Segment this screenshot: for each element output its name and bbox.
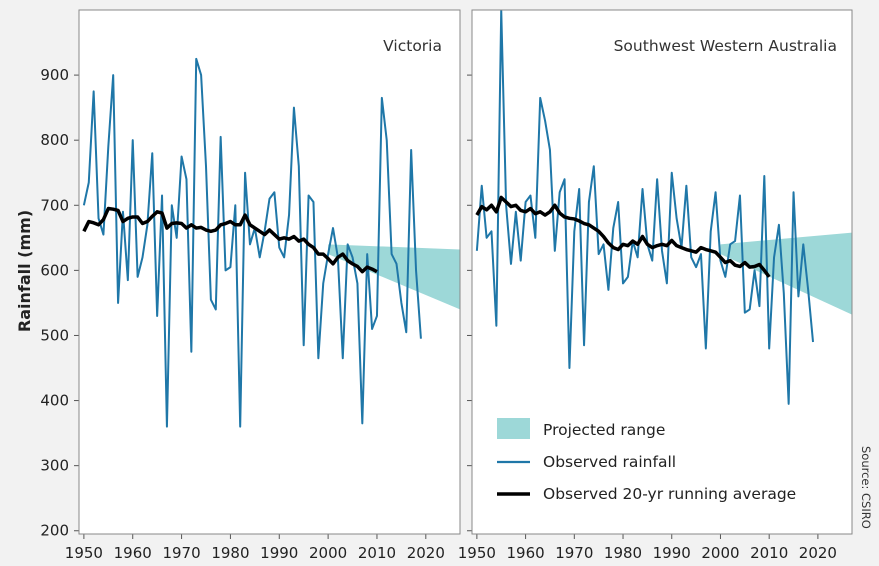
panel-border bbox=[471, 9, 853, 535]
legend: Projected range Observed rainfall Observ… bbox=[497, 418, 796, 503]
x-tick-label: 2000 bbox=[701, 544, 739, 562]
y-tick-label: 900 bbox=[40, 66, 69, 84]
observed-rainfall-line bbox=[475, 10, 815, 405]
x-tick-label: 2020 bbox=[407, 544, 445, 562]
x-tick-label: 1970 bbox=[162, 544, 200, 562]
source-note: Source: CSIRO bbox=[859, 446, 873, 529]
y-tick-label: 500 bbox=[40, 326, 69, 344]
panel-southwest-wa: Southwest Western Australia 1950 1960 1970… bbox=[458, 9, 853, 562]
x-tick-label: 2000 bbox=[309, 544, 347, 562]
observed-rainfall-line bbox=[82, 57, 422, 428]
x-tick-label: 1950 bbox=[458, 544, 496, 562]
x-tick-label: 1990 bbox=[653, 544, 691, 562]
running-average-line bbox=[475, 195, 771, 278]
y-tick-label: 400 bbox=[40, 392, 69, 410]
panel-southwest-wa-title: Southwest Western Australia bbox=[614, 37, 837, 55]
legend-label-projected: Projected range bbox=[543, 421, 665, 439]
y-tick-label: 200 bbox=[40, 522, 69, 540]
legend-label-observed: Observed rainfall bbox=[543, 453, 676, 471]
x-tick-label: 1990 bbox=[260, 544, 298, 562]
x-tick-label: 2010 bbox=[750, 544, 788, 562]
x-tick-label: 2020 bbox=[799, 544, 837, 562]
y-tick-label: 600 bbox=[40, 261, 69, 279]
y-axis-label: Rainfall (mm) bbox=[15, 210, 34, 332]
x-tick-label: 1970 bbox=[555, 544, 593, 562]
legend-label-average: Observed 20-yr running average bbox=[543, 485, 796, 503]
panel-border bbox=[78, 9, 461, 535]
y-tick-label: 700 bbox=[40, 196, 69, 214]
y-tick-label: 300 bbox=[40, 457, 69, 475]
x-tick-label: 1960 bbox=[506, 544, 544, 562]
y-tick-label: 800 bbox=[40, 131, 69, 149]
legend-swatch-projected bbox=[497, 418, 530, 439]
panel-victoria: Victoria 200 300 400 500 600 700 800 900 1950 196… bbox=[40, 9, 461, 562]
x-tick-label: 1980 bbox=[604, 544, 642, 562]
projected-range-band bbox=[328, 244, 460, 310]
panel-victoria-title: Victoria bbox=[383, 37, 442, 55]
x-tick-label: 2010 bbox=[358, 544, 396, 562]
x-tick-label: 1950 bbox=[65, 544, 103, 562]
running-average-line bbox=[82, 206, 378, 274]
x-tick-label: 1980 bbox=[211, 544, 249, 562]
projected-range-band bbox=[720, 232, 852, 315]
x-tick-label: 1960 bbox=[114, 544, 152, 562]
